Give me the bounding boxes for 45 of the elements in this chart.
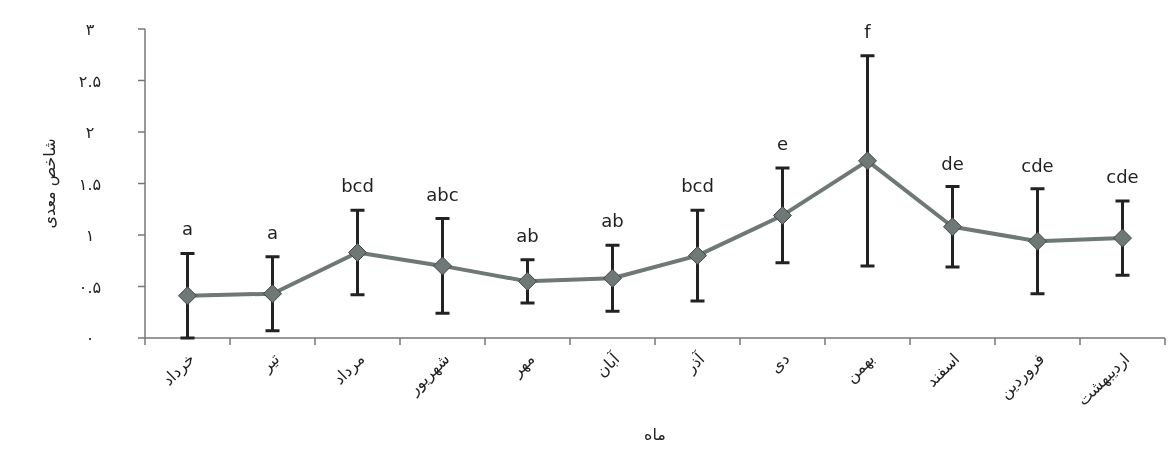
annotation: bcd bbox=[341, 175, 374, 197]
y-tick-label: ۲ bbox=[85, 123, 95, 142]
x-tick-label: تیر bbox=[256, 349, 285, 378]
annotation: cde bbox=[1106, 166, 1139, 188]
annotation: ab bbox=[516, 224, 539, 246]
point bbox=[688, 246, 707, 266]
y-tick-label: ۲.۵ bbox=[78, 71, 102, 91]
annotation: ab bbox=[601, 210, 624, 232]
annotation: e bbox=[776, 133, 789, 155]
point bbox=[348, 243, 367, 263]
x-tick-label: اردیبهشت bbox=[1073, 349, 1135, 411]
y-tick-label: ۱.۵ bbox=[78, 174, 102, 194]
x-tick-label: اسفند bbox=[922, 349, 964, 391]
y-axis-title: شاخص معدی bbox=[40, 138, 60, 229]
x-tick-label: مرداد bbox=[329, 349, 370, 390]
y-tick-label: ۳ bbox=[85, 20, 95, 39]
x-tick-label: آبان bbox=[591, 348, 625, 381]
annotation: a bbox=[181, 217, 194, 239]
x-tick-label: شهریور bbox=[403, 349, 455, 400]
annotation: f bbox=[864, 20, 872, 42]
x-tick-label: بهمن bbox=[841, 349, 880, 388]
point bbox=[263, 284, 282, 304]
annotation: de bbox=[941, 152, 964, 174]
y-tick-label: ۰.۵ bbox=[78, 277, 102, 297]
annotation: abc bbox=[426, 183, 459, 205]
y-tick-label: ۱ bbox=[85, 226, 95, 245]
annotation: cde bbox=[1021, 154, 1054, 176]
x-tick-label: مهر bbox=[506, 349, 540, 382]
x-tick-label: خرداد bbox=[158, 349, 200, 390]
annotation: bcd bbox=[681, 175, 714, 197]
annotation: a bbox=[266, 221, 279, 243]
point bbox=[1028, 231, 1047, 251]
point bbox=[518, 271, 537, 291]
x-tick-label: فروردین bbox=[995, 349, 1050, 403]
x-tick-label: آذر bbox=[680, 348, 711, 378]
x-axis-title: ماه bbox=[644, 425, 666, 444]
point bbox=[433, 256, 452, 276]
point bbox=[1113, 228, 1132, 248]
point bbox=[773, 205, 792, 225]
point bbox=[178, 286, 197, 306]
point bbox=[858, 151, 877, 171]
point bbox=[603, 268, 622, 288]
point bbox=[943, 217, 962, 237]
x-tick-label: دی bbox=[765, 349, 794, 377]
y-tick-label: ۰ bbox=[85, 329, 95, 348]
